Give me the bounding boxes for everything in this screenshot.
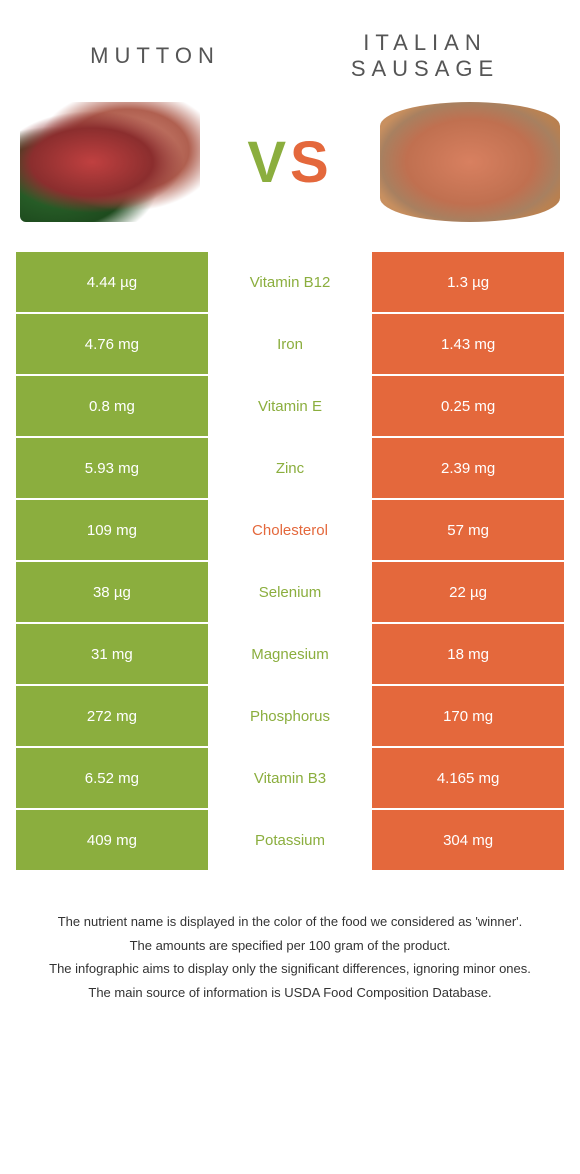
left-value-cell: 31 mg (16, 624, 208, 684)
footer-line: The main source of information is USDA F… (30, 983, 550, 1003)
nutrient-label-cell: Vitamin B12 (208, 252, 372, 312)
left-value-cell: 272 mg (16, 686, 208, 746)
right-value-cell: 4.165 mg (372, 748, 564, 808)
left-value-cell: 38 µg (16, 562, 208, 622)
left-value-cell: 0.8 mg (16, 376, 208, 436)
sausage-image (380, 102, 560, 222)
nutrient-label-cell: Cholesterol (208, 500, 372, 560)
right-value-cell: 304 mg (372, 810, 564, 870)
right-food-title: ITALIAN SAUSAGE (325, 30, 525, 82)
footer-line: The amounts are specified per 100 gram o… (30, 936, 550, 956)
vs-v: V (247, 130, 290, 195)
right-value-cell: 1.43 mg (372, 314, 564, 374)
nutrient-label-cell: Vitamin E (208, 376, 372, 436)
right-value-cell: 0.25 mg (372, 376, 564, 436)
right-value-cell: 22 µg (372, 562, 564, 622)
vs-label: VS (247, 129, 332, 196)
nutrient-label-cell: Potassium (208, 810, 372, 870)
table-row: 4.76 mgIron1.43 mg (16, 314, 564, 374)
right-value-cell: 18 mg (372, 624, 564, 684)
table-row: 38 µgSelenium22 µg (16, 562, 564, 622)
table-row: 6.52 mgVitamin B34.165 mg (16, 748, 564, 808)
footer-line: The infographic aims to display only the… (30, 959, 550, 979)
nutrient-label-cell: Magnesium (208, 624, 372, 684)
table-row: 109 mgCholesterol57 mg (16, 500, 564, 560)
left-value-cell: 4.76 mg (16, 314, 208, 374)
nutrient-label-cell: Vitamin B3 (208, 748, 372, 808)
left-value-cell: 6.52 mg (16, 748, 208, 808)
footer-notes: The nutrient name is displayed in the co… (0, 872, 580, 1026)
left-value-cell: 4.44 µg (16, 252, 208, 312)
nutrient-label-cell: Phosphorus (208, 686, 372, 746)
nutrient-label-cell: Iron (208, 314, 372, 374)
table-row: 5.93 mgZinc2.39 mg (16, 438, 564, 498)
table-row: 0.8 mgVitamin E0.25 mg (16, 376, 564, 436)
left-food-title: MUTTON (55, 43, 255, 69)
footer-line: The nutrient name is displayed in the co… (30, 912, 550, 932)
comparison-table: 4.44 µgVitamin B121.3 µg4.76 mgIron1.43 … (0, 252, 580, 870)
left-value-cell: 109 mg (16, 500, 208, 560)
right-value-cell: 170 mg (372, 686, 564, 746)
nutrient-label-cell: Zinc (208, 438, 372, 498)
table-row: 4.44 µgVitamin B121.3 µg (16, 252, 564, 312)
table-row: 272 mgPhosphorus170 mg (16, 686, 564, 746)
right-value-cell: 2.39 mg (372, 438, 564, 498)
right-value-cell: 1.3 µg (372, 252, 564, 312)
left-value-cell: 409 mg (16, 810, 208, 870)
right-value-cell: 57 mg (372, 500, 564, 560)
table-row: 409 mgPotassium304 mg (16, 810, 564, 870)
mutton-image (20, 102, 200, 222)
left-value-cell: 5.93 mg (16, 438, 208, 498)
vs-s: S (290, 130, 333, 195)
table-row: 31 mgMagnesium18 mg (16, 624, 564, 684)
nutrient-label-cell: Selenium (208, 562, 372, 622)
